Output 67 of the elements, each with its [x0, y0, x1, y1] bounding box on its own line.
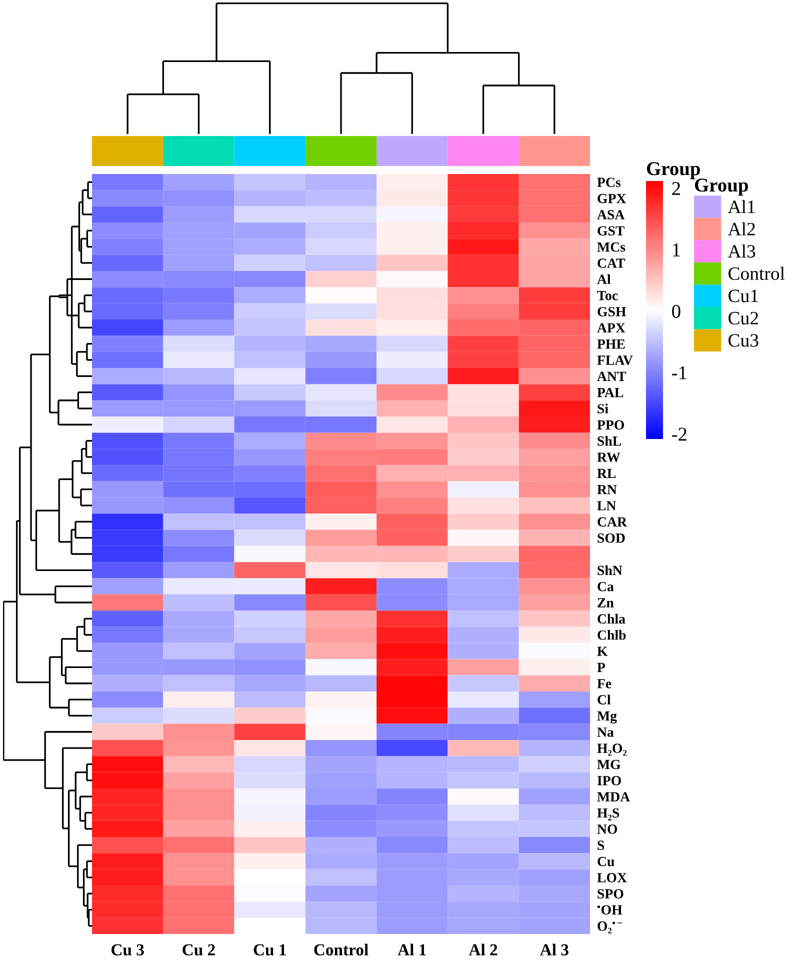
y-tick-label: Ca [598, 582, 614, 592]
y-tick-label: SOD [598, 533, 625, 543]
y-tick-label: MDA [597, 792, 630, 802]
legend-label: Cu3 [728, 334, 758, 347]
y-tick-label: MG [597, 760, 620, 770]
y-tick-label: RL [597, 468, 616, 478]
x-tick-label: Control [314, 944, 368, 956]
y-tick-label: GPX [598, 194, 626, 204]
legend-label: Cu1 [728, 290, 758, 302]
color-bar-label: -1 [672, 366, 686, 380]
x-tick-label: Cu 2 [182, 944, 215, 956]
x-tick-label: Al 3 [540, 944, 568, 956]
y-tick-label: ShL [598, 436, 622, 446]
y-tick-label: RN [597, 485, 617, 494]
y-tick-label: LOX [597, 873, 627, 882]
y-tick-label: H₂S [597, 808, 620, 820]
y-tick-label: Mg [597, 711, 617, 724]
color-bar-label: 2 [672, 182, 680, 195]
color-bar-label: 0 [672, 304, 680, 318]
y-tick-label: Toc [597, 291, 618, 300]
y-tick-label: CAR [598, 517, 628, 527]
legend-label: Cu2 [728, 312, 758, 324]
y-tick-label: PAL [597, 388, 624, 398]
y-tick-label: H₂O₂ [597, 744, 627, 756]
y-tick-label: ANT [597, 372, 626, 381]
y-tick-label: Chlb [598, 630, 626, 640]
y-tick-label: K [597, 646, 608, 656]
y-tick-label: Cu [598, 856, 614, 866]
y-tick-label: Cl [598, 694, 611, 704]
y-tick-label: RW [597, 452, 620, 462]
y-tick-label: $^{•}$OH [597, 905, 622, 915]
color-bar-title: Group [646, 162, 700, 180]
y-tick-label: Fe [597, 679, 612, 688]
legend-label: Control [728, 266, 785, 280]
x-tick-label: Cu 3 [111, 944, 144, 956]
x-tick-label: Al 1 [398, 944, 426, 956]
color-bar-label: -2 [672, 428, 686, 441]
y-tick-label: GST [598, 226, 625, 236]
y-tick-label: PHE [597, 340, 625, 349]
y-tick-label: PCs [597, 178, 621, 188]
y-tick-label: Zn [598, 598, 614, 608]
y-tick-label: CAT [598, 258, 626, 268]
y-tick-label: SPO [598, 889, 624, 899]
y-tick-label: GSH [598, 307, 626, 316]
y-tick-label: MCs [597, 242, 626, 252]
y-tick-label: ShN [598, 565, 622, 576]
color-bar-label: 1 [673, 243, 680, 256]
x-tick-label: Al 2 [468, 944, 498, 956]
legend-label: Al1 [728, 200, 755, 213]
y-tick-label: S [598, 840, 604, 850]
legend-label: Al2 [728, 222, 755, 236]
y-tick-label: Chla [598, 614, 626, 624]
x-tick-label: Cu 1 [254, 944, 286, 956]
y-tick-label: FLAV [597, 356, 633, 365]
y-tick-label: NO [597, 824, 618, 834]
y-tick-label: ASA [597, 210, 625, 220]
y-tick-label: APX [597, 323, 626, 332]
legend-title: Group [694, 178, 748, 196]
y-tick-label: Na [597, 728, 614, 737]
y-tick-label: IPO [597, 776, 621, 786]
y-tick-label: Al [597, 274, 611, 284]
y-tick-label: PPO [597, 420, 624, 430]
legend-label: Al3 [728, 244, 756, 258]
y-tick-label: LN [597, 501, 616, 510]
y-tick-label: O₂$^{•−}$ [598, 921, 622, 934]
y-tick-label: Si [598, 404, 608, 414]
y-tick-label: P [597, 662, 606, 672]
